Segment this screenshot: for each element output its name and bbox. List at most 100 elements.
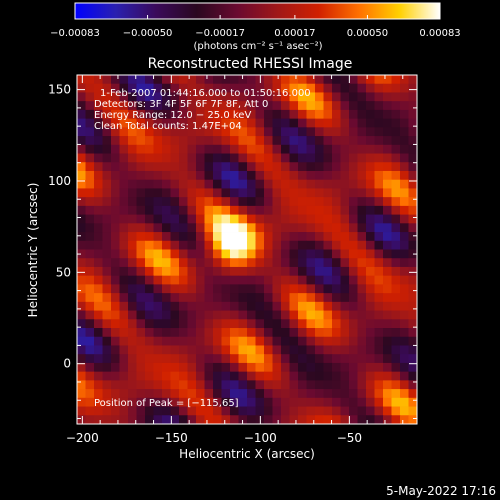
heatmap-cell bbox=[340, 109, 350, 120]
heatmap-cell bbox=[383, 371, 392, 381]
heatmap-cell bbox=[77, 258, 86, 268]
heatmap-cell bbox=[221, 162, 231, 172]
heatmap-cell bbox=[255, 354, 265, 364]
heatmap-cell bbox=[230, 345, 239, 355]
heatmap-cell bbox=[400, 240, 409, 250]
heatmap-cell bbox=[170, 293, 180, 303]
heatmap-cell bbox=[196, 362, 205, 373]
heatmap-cell bbox=[374, 188, 384, 198]
heatmap-cell bbox=[298, 232, 307, 242]
heatmap-cell bbox=[272, 197, 282, 207]
heatmap-cell bbox=[179, 406, 188, 416]
heatmap-cell bbox=[187, 380, 197, 390]
heatmap-cell bbox=[306, 310, 316, 320]
heatmap-cell bbox=[247, 389, 256, 399]
heatmap-cell bbox=[272, 397, 282, 407]
heatmap-cell bbox=[187, 232, 197, 242]
heatmap-cell bbox=[374, 75, 384, 85]
heatmap-cell bbox=[264, 345, 273, 355]
heatmap-cell bbox=[136, 266, 146, 277]
heatmap-cell bbox=[272, 127, 282, 137]
heatmap-cell bbox=[298, 328, 307, 338]
heatmap-cell bbox=[408, 205, 417, 216]
heatmap-cell bbox=[349, 188, 358, 198]
heatmap-cell bbox=[400, 275, 409, 285]
heatmap-cell bbox=[162, 415, 171, 424]
heatmap-cell bbox=[264, 240, 273, 250]
heatmap-cell bbox=[162, 354, 171, 364]
heatmap-cell bbox=[230, 153, 239, 163]
heatmap-cell bbox=[77, 136, 86, 146]
heatmap-cell bbox=[111, 232, 120, 242]
x-tick-label: −50 bbox=[337, 431, 362, 445]
heatmap-cell bbox=[204, 153, 214, 163]
heatmap-cell bbox=[281, 240, 290, 250]
heatmap-cell bbox=[340, 293, 350, 303]
heatmap-cell bbox=[349, 389, 358, 399]
heatmap-cell bbox=[332, 275, 341, 285]
heatmap-cell bbox=[400, 101, 409, 111]
heatmap-cell bbox=[153, 275, 163, 285]
heatmap-cell bbox=[170, 232, 180, 242]
heatmap-cell bbox=[119, 266, 129, 277]
heatmap-cell bbox=[77, 240, 86, 250]
heatmap-cell bbox=[111, 293, 120, 303]
heatmap-cell bbox=[349, 75, 358, 85]
heatmap-cell bbox=[315, 83, 324, 93]
heatmap-cell bbox=[170, 223, 180, 233]
heatmap-cell bbox=[85, 188, 95, 198]
heatmap-cell bbox=[272, 101, 282, 111]
heatmap-cell bbox=[289, 284, 299, 294]
heatmap-cell bbox=[400, 118, 409, 128]
heatmap-cell bbox=[213, 354, 222, 364]
heatmap-cell bbox=[349, 170, 358, 181]
heatmap-cell bbox=[306, 127, 316, 137]
heatmap-cell bbox=[281, 328, 290, 338]
heatmap-cell bbox=[306, 336, 316, 346]
heatmap-cell bbox=[400, 354, 409, 364]
heatmap-cell bbox=[204, 293, 214, 303]
heatmap-cell bbox=[349, 310, 358, 320]
heatmap-cell bbox=[383, 293, 392, 303]
heatmap-cell bbox=[145, 389, 154, 399]
heatmap-cell bbox=[128, 214, 137, 224]
heatmap-cell bbox=[408, 345, 417, 355]
heatmap-cell bbox=[128, 179, 137, 189]
heatmap-cell bbox=[264, 371, 273, 381]
heatmap-cell bbox=[400, 83, 409, 93]
heatmap-cell bbox=[238, 109, 248, 120]
heatmap-cell bbox=[374, 328, 384, 338]
heatmap-cell bbox=[340, 205, 350, 216]
heatmap-cell bbox=[247, 293, 256, 303]
heatmap-cell bbox=[298, 214, 307, 224]
heatmap-cell bbox=[391, 232, 401, 242]
heatmap-cell bbox=[221, 354, 231, 364]
heatmap-cell bbox=[179, 371, 188, 381]
heatmap-cell bbox=[247, 328, 256, 338]
heatmap-cell bbox=[221, 188, 231, 198]
heatmap-cell bbox=[102, 153, 112, 163]
heatmap-cell bbox=[264, 415, 273, 424]
heatmap-cell bbox=[128, 406, 137, 416]
heatmap-cell bbox=[247, 92, 256, 102]
heatmap-cell bbox=[85, 118, 95, 128]
heatmap-cell bbox=[213, 214, 222, 224]
heatmap-cell bbox=[255, 214, 265, 224]
heatmap-cell bbox=[187, 406, 197, 416]
heatmap-cell bbox=[187, 362, 197, 373]
heatmap-cell bbox=[204, 284, 214, 294]
heatmap-cell bbox=[366, 162, 375, 172]
heatmap-cell bbox=[94, 266, 103, 277]
heatmap-cell bbox=[128, 397, 137, 407]
heatmap-cell bbox=[94, 354, 103, 364]
heatmap-cell bbox=[255, 144, 265, 154]
heatmap-cell bbox=[213, 240, 222, 250]
heatmap-cell bbox=[213, 389, 222, 399]
heatmap-cell bbox=[170, 188, 180, 198]
heatmap-cell bbox=[357, 406, 367, 416]
heatmap-cell bbox=[272, 109, 282, 120]
heatmap-cell bbox=[111, 328, 120, 338]
heatmap-cell bbox=[128, 83, 137, 93]
heatmap-cell bbox=[136, 92, 146, 102]
heatmap-cell bbox=[264, 118, 273, 128]
